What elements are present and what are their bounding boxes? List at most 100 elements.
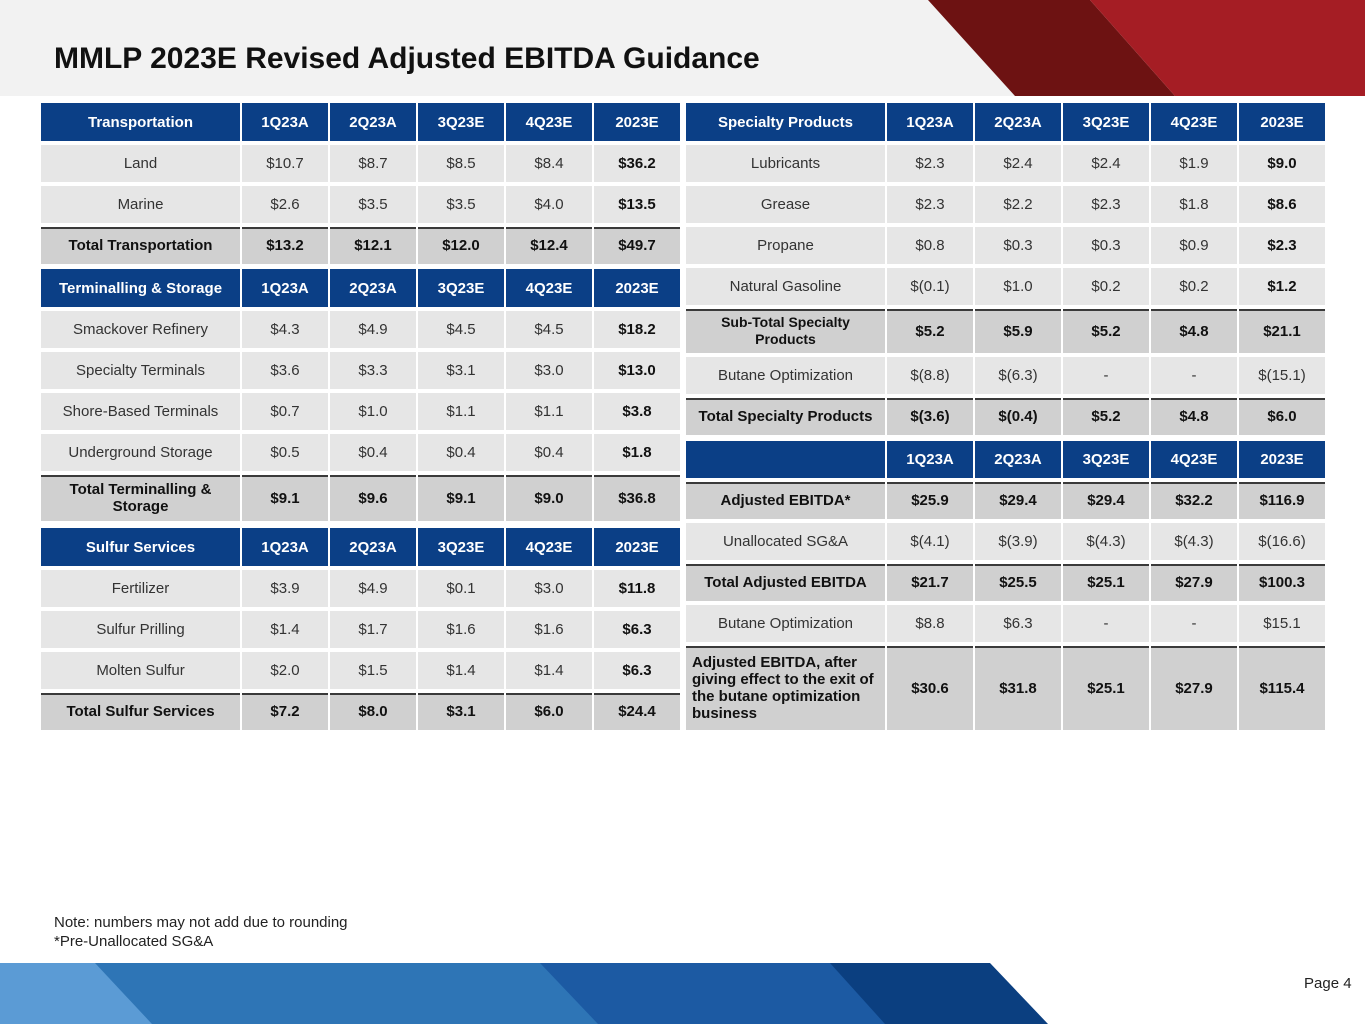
row-label: Propane <box>686 227 885 264</box>
cell: $0.3 <box>975 227 1061 264</box>
cell: $0.8 <box>887 227 973 264</box>
cell: $(0.4) <box>975 398 1061 435</box>
header-cell: 3Q23E <box>1063 103 1149 141</box>
header-cell: 1Q23A <box>887 103 973 141</box>
note: *Pre-Unallocated SG&A <box>54 933 214 950</box>
total-row: Adjusted EBITDA* $25.9 $29.4 $29.4 $32.2 $116… <box>686 482 1325 519</box>
header-shape <box>1090 0 1365 96</box>
cell: $1.4 <box>506 652 592 689</box>
cell: $2.4 <box>1063 145 1149 182</box>
cell: $6.3 <box>594 652 680 689</box>
header-cell: 2Q23A <box>975 441 1061 478</box>
cell: $3.1 <box>418 352 504 389</box>
data-row: Sulfur Prilling $1.4 $1.7 $1.6 $1.6 $6.3 <box>41 611 680 648</box>
cell: $1.2 <box>1239 268 1325 305</box>
header-row: 1Q23A 2Q23A 3Q23E 4Q23E 2023E <box>686 441 1325 478</box>
row-label: Marine <box>41 186 240 223</box>
cell: $8.8 <box>887 605 973 642</box>
data-table: Terminalling & Storage 1Q23A 2Q23A 3Q23E 4Q2… <box>39 265 682 525</box>
cell: $12.1 <box>330 227 416 264</box>
title: MMLP 2023E Revised Adjusted EBITDA Guida… <box>54 42 760 75</box>
row-label: Smackover Refinery <box>41 311 240 348</box>
cell: $1.0 <box>330 393 416 430</box>
cell: $4.9 <box>330 311 416 348</box>
cell: $1.6 <box>418 611 504 648</box>
cell: $0.1 <box>418 570 504 607</box>
cell: $1.0 <box>975 268 1061 305</box>
cell: $1.7 <box>330 611 416 648</box>
cell: $2.3 <box>1239 227 1325 264</box>
header-cell: 1Q23A <box>242 528 328 566</box>
header-cell: Specialty Products <box>686 103 885 141</box>
cell: $31.8 <box>975 646 1061 730</box>
data-row: Unallocated SG&A $(4.1) $(3.9) $(4.3) $(4.3)… <box>686 523 1325 560</box>
cell: $12.4 <box>506 227 592 264</box>
cell: $3.5 <box>418 186 504 223</box>
cell: $1.6 <box>506 611 592 648</box>
cell: $2.0 <box>242 652 328 689</box>
cell: $15.1 <box>1239 605 1325 642</box>
header-cell: 1Q23A <box>242 269 328 307</box>
header-row: Sulfur Services 1Q23A 2Q23A 3Q23E 4Q23E 2023E <box>41 528 680 566</box>
header-cell: 4Q23E <box>506 528 592 566</box>
header-cell: 2023E <box>594 103 680 141</box>
cell: $8.0 <box>330 693 416 730</box>
cell: $6.0 <box>506 693 592 730</box>
cell: $9.6 <box>330 475 416 521</box>
cell: $5.2 <box>1063 309 1149 353</box>
cell: $8.5 <box>418 145 504 182</box>
cell: $4.8 <box>1151 398 1237 435</box>
cell: $27.9 <box>1151 564 1237 601</box>
cell: $13.5 <box>594 186 680 223</box>
data-table: Specialty Products 1Q23A 2Q23A 3Q23E 4Q23E 20… <box>684 99 1327 439</box>
total-row: Total Specialty Products $(3.6) $(0.4) $5.2… <box>686 398 1325 435</box>
data-row: Butane Optimization $8.8 $6.3- - $15.1 <box>686 605 1325 642</box>
row-label: Unallocated SG&A <box>686 523 885 560</box>
row-label: Sulfur Prilling <box>41 611 240 648</box>
header-cell: 4Q23E <box>506 103 592 141</box>
data-row: Grease $2.3 $2.2 $2.3 $1.8 $8.6 <box>686 186 1325 223</box>
page-number: Page 4 <box>1304 975 1352 992</box>
data-row: Fertilizer $3.9 $4.9 $0.1 $3.0 $11.8 <box>41 570 680 607</box>
cell: $(6.3) <box>975 357 1061 394</box>
cell: $0.4 <box>506 434 592 471</box>
total-row: Adjusted EBITDA, after giving effect to … <box>686 646 1325 730</box>
data-row: Marine $2.6 $3.5 $3.5 $4.0 $13.5 <box>41 186 680 223</box>
cell: $5.2 <box>887 309 973 353</box>
row-label: Adjusted EBITDA* <box>686 482 885 519</box>
cell: $0.7 <box>242 393 328 430</box>
cell: $11.8 <box>594 570 680 607</box>
data-row: Lubricants $2.3 $2.4 $2.4 $1.9 $9.0 <box>686 145 1325 182</box>
header-cell: Terminalling & Storage <box>41 269 240 307</box>
row-label: Butane Optimization <box>686 605 885 642</box>
total-row: Total Transportation $13.2 $12.1 $12.0 $12.4… <box>41 227 680 264</box>
data-row: Underground Storage $0.5 $0.4 $0.4 $0.4 $1.8 <box>41 434 680 471</box>
cell: $1.5 <box>330 652 416 689</box>
cell: $0.4 <box>330 434 416 471</box>
data-table: Sulfur Services 1Q23A 2Q23A 3Q23E 4Q23E 2023E… <box>39 524 682 734</box>
cell: $115.4 <box>1239 646 1325 730</box>
cell: $9.0 <box>1239 145 1325 182</box>
cell: $9.1 <box>418 475 504 521</box>
cell: $(4.1) <box>887 523 973 560</box>
cell: $8.7 <box>330 145 416 182</box>
cell: $5.2 <box>1063 398 1149 435</box>
cell: $29.4 <box>1063 482 1149 519</box>
cell: $0.9 <box>1151 227 1237 264</box>
cell: $25.9 <box>887 482 973 519</box>
data-row: Natural Gasoline $(0.1) $1.0 $0.2 $0.2 $1.2 <box>686 268 1325 305</box>
cell: $3.5 <box>330 186 416 223</box>
cell: $(16.6) <box>1239 523 1325 560</box>
row-label: Specialty Terminals <box>41 352 240 389</box>
cell: $9.0 <box>506 475 592 521</box>
data-row: Molten Sulfur $2.0 $1.5 $1.4 $1.4 $6.3 <box>41 652 680 689</box>
total-row: Total Terminalling & Storage $9.1 $9.6 $9.1… <box>41 475 680 521</box>
header-cell: Transportation <box>41 103 240 141</box>
total-row: Total Sulfur Services $7.2 $8.0 $3.1 $6.0 $24… <box>41 693 680 730</box>
cell: $2.3 <box>887 186 973 223</box>
cell: $13.0 <box>594 352 680 389</box>
cell: $1.1 <box>418 393 504 430</box>
header-row: Specialty Products 1Q23A 2Q23A 3Q23E 4Q23E 20… <box>686 103 1325 141</box>
row-label: Total Sulfur Services <box>41 693 240 730</box>
cell: $0.2 <box>1063 268 1149 305</box>
